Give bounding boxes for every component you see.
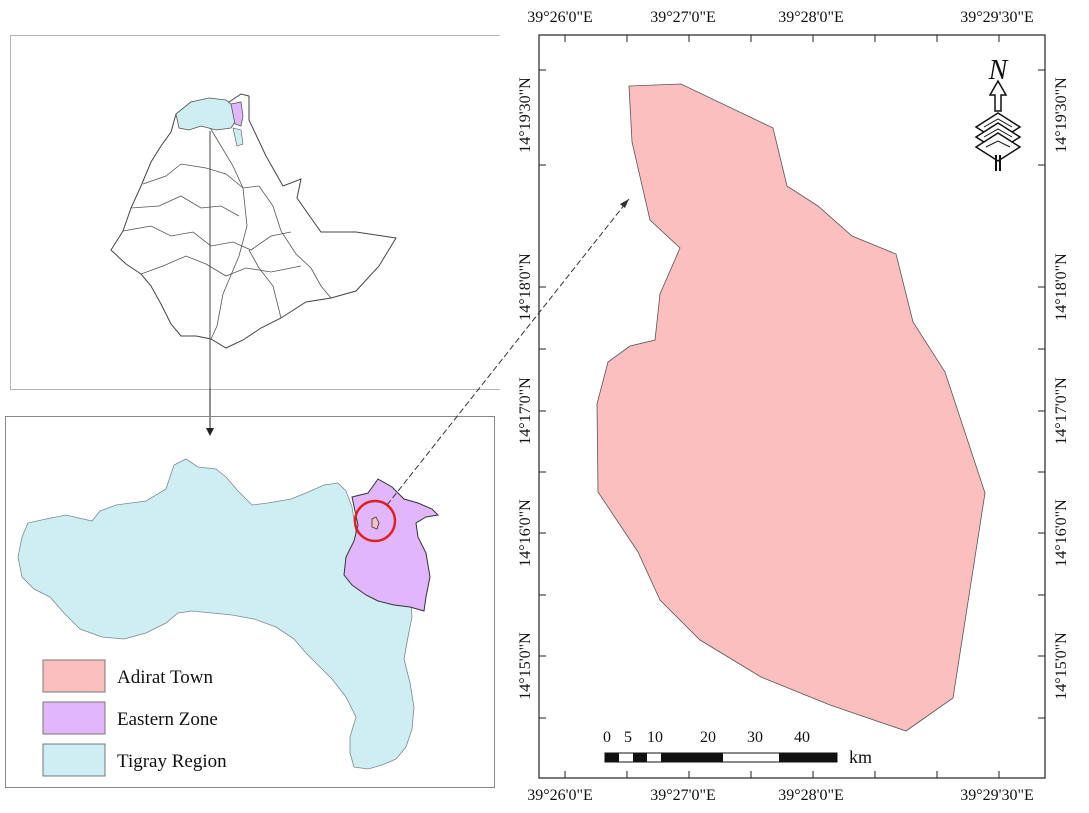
map-frame <box>538 34 1046 779</box>
scale-tick-10: 10 <box>647 729 663 746</box>
scale-tick-30: 30 <box>747 729 763 746</box>
lat-label-left-1: 14°19'30"N <box>517 77 534 153</box>
lon-label-top-4: 39°29'30"E <box>960 9 1034 26</box>
eastern-zone-inset-shape <box>230 101 244 127</box>
adirat-town-small-shape <box>371 516 380 530</box>
north-arrow-icon: N <box>974 55 1022 171</box>
lat-label-left-4: 14°16'0"N <box>517 499 534 567</box>
scale-unit: km <box>849 747 872 767</box>
legend-label-eastern-zone: Eastern Zone <box>117 709 218 730</box>
legend: Adirat Town Eastern Zone Tigray Region <box>42 659 227 777</box>
legend-swatch-eastern-zone <box>42 701 106 735</box>
ethiopia-map <box>110 93 397 389</box>
latitude-ticks <box>539 69 1045 719</box>
scale-tick-0: 0 <box>603 729 611 746</box>
scale-tick-20: 20 <box>700 729 716 746</box>
legend-label-tigray-region: Tigray Region <box>117 751 227 772</box>
tigray-map: Adirat Town Eastern Zone Tigray Region <box>17 458 440 777</box>
tigray-inset-panel: Adirat Town Eastern Zone Tigray Region <box>5 416 495 788</box>
scale-tick-40: 40 <box>794 729 810 746</box>
scale-bar: 0 5 10 20 30 40 km <box>603 729 872 767</box>
lat-label-left-3: 14°17'0"N <box>517 377 534 445</box>
down-arrow <box>206 388 214 436</box>
lat-label-right-3: 14°17'0"N <box>1053 377 1070 445</box>
lat-label-right-2: 14°18'0"N <box>1053 253 1070 321</box>
lat-label-left-2: 14°18'0"N <box>517 253 534 321</box>
ethiopia-region-boundaries <box>122 99 332 340</box>
ethiopia-inset-panel <box>10 35 500 390</box>
ethiopia-outline <box>110 93 397 349</box>
adirat-town-boundary <box>596 83 986 732</box>
highlight-circle <box>353 499 397 543</box>
adirat-main-map: 39°26'0"E 39°27'0"E 39°28'0"E 39°29'30"E… <box>517 9 1070 804</box>
lon-label-bottom-2: 39°27'0"E <box>650 787 716 804</box>
lon-label-bottom-4: 39°29'30"E <box>960 787 1034 804</box>
tigray-region-shape <box>17 458 415 770</box>
legend-label-adirat-town: Adirat Town <box>117 667 213 688</box>
lat-label-right-5: 14°15'0"N <box>1053 632 1070 700</box>
lon-label-top-3: 39°28'0"E <box>778 9 844 26</box>
lon-label-top-2: 39°27'0"E <box>650 9 716 26</box>
legend-swatch-adirat-town <box>42 659 106 693</box>
legend-swatch-tigray-region <box>42 743 106 777</box>
lon-label-bottom-3: 39°28'0"E <box>778 787 844 804</box>
lat-label-left-5: 14°15'0"N <box>517 632 534 700</box>
tigray-inset-shape <box>175 97 236 131</box>
longitude-ticks <box>564 35 1000 778</box>
lat-label-right-1: 14°19'30"N <box>1053 77 1070 153</box>
scale-tick-5: 5 <box>624 729 632 746</box>
north-arrow-label: N <box>988 55 1009 86</box>
lon-label-bottom-1: 39°26'0"E <box>527 787 593 804</box>
lat-label-right-4: 14°16'0"N <box>1053 499 1070 567</box>
main-map-panel: 39°26'0"E 39°27'0"E 39°28'0"E 39°29'30"E… <box>500 0 1089 808</box>
lon-label-top-1: 39°26'0"E <box>527 9 593 26</box>
